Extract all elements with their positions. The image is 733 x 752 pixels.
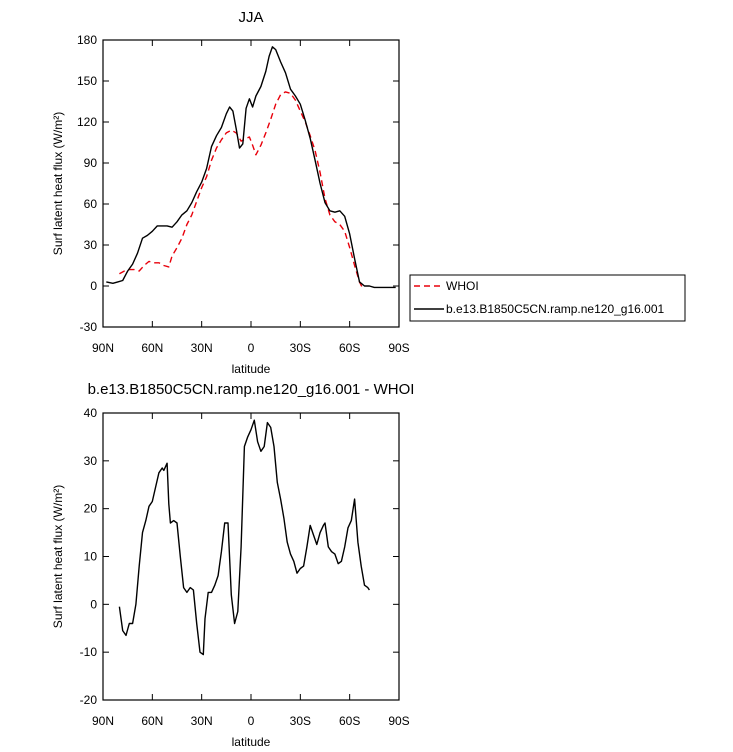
top-x-ticks: 90N 60N 30N 0 30S 60S 90S (92, 40, 410, 355)
bottom-series-line-0 (118, 419, 370, 656)
bottom-y-tick-label: 10 (84, 550, 98, 564)
bottom-x-tick-label: 90S (388, 714, 409, 728)
bottom-x-ticks: 90N 60N 30N 0 30S 60S 90S (92, 413, 410, 728)
top-y-tick-label: 30 (84, 238, 98, 252)
top-x-tick-label: 60N (141, 341, 163, 355)
bottom-y-tick-label: -20 (80, 693, 98, 707)
bottom-x-tick-label: 60N (141, 714, 163, 728)
legend: WHOI b.e13.B1850C5CN.ramp.ne120_g16.001 (409, 274, 686, 322)
top-chart: JJA -30 0 30 60 90 120 150 180 90N 60N 30N 0 30S 60S… (51, 9, 410, 376)
bottom-x-tick-label: 30S (290, 714, 311, 728)
top-y-tick-label: 90 (84, 156, 98, 170)
top-x-tick-label: 0 (248, 341, 255, 355)
top-chart-title: JJA (238, 9, 263, 26)
top-y-tick-label: 180 (77, 33, 97, 47)
legend-label-whoi: WHOI (446, 279, 479, 293)
top-series-line-0 (119, 91, 364, 290)
top-y-axis-label-text: Surf latent heat flux (W/m²) (51, 112, 65, 255)
bottom-y-tick-label: 30 (84, 454, 98, 468)
bottom-y-axis-label: Surf latent heat flux (W/m²) (51, 485, 65, 628)
bottom-x-axis-label: latitude (232, 735, 271, 749)
top-series-line-1 (106, 46, 396, 289)
bottom-chart: b.e13.B1850C5CN.ramp.ne120_g16.001 - WHO… (51, 381, 414, 749)
top-y-axis-label: Surf latent heat flux (W/m²) (51, 112, 65, 255)
top-y-tick-label: 0 (90, 279, 97, 293)
bottom-y-tick-label: 20 (84, 502, 98, 516)
top-plot-frame (102, 39, 400, 328)
bottom-y-tick-label: 0 (90, 597, 97, 611)
bottom-y-tick-label: 40 (84, 406, 98, 420)
bottom-plot-frame (102, 412, 400, 701)
bottom-chart-title: b.e13.B1850C5CN.ramp.ne120_g16.001 - WHO… (88, 381, 415, 398)
top-y-tick-label: 150 (77, 74, 97, 88)
bottom-x-tick-label: 60S (339, 714, 360, 728)
top-x-tick-label: 30S (290, 341, 311, 355)
bottom-series (118, 419, 370, 656)
top-y-tick-label: 120 (77, 115, 97, 129)
top-y-tick-label: -30 (80, 320, 98, 334)
top-y-ticks: -30 0 30 60 90 120 150 180 (77, 33, 399, 334)
top-x-tick-label: 30N (191, 341, 213, 355)
bottom-x-tick-label: 0 (248, 714, 255, 728)
top-x-tick-label: 90S (388, 341, 409, 355)
bottom-x-tick-label: 30N (191, 714, 213, 728)
top-series (106, 46, 396, 290)
top-y-tick-label: 60 (84, 197, 98, 211)
legend-box (409, 274, 686, 322)
top-x-tick-label: 90N (92, 341, 114, 355)
bottom-y-ticks: -20 -10 0 10 20 30 40 (80, 406, 399, 707)
top-x-axis-label: latitude (232, 362, 271, 376)
bottom-x-tick-label: 90N (92, 714, 114, 728)
legend-label-model: b.e13.B1850C5CN.ramp.ne120_g16.001 (446, 302, 664, 316)
top-x-tick-label: 60S (339, 341, 360, 355)
bottom-y-axis-label-text: Surf latent heat flux (W/m²) (51, 485, 65, 628)
bottom-y-tick-label: -10 (80, 645, 98, 659)
